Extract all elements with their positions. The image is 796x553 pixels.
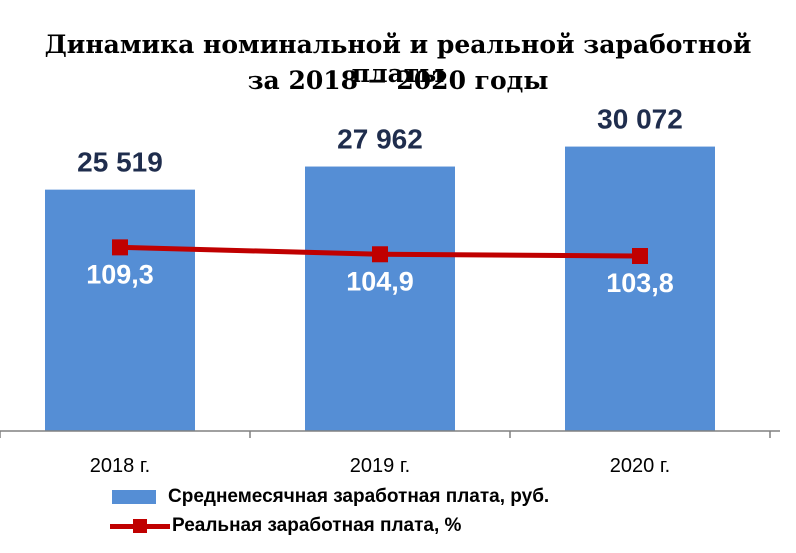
- legend-label-bars: Среднемесячная заработная плата, руб.: [168, 486, 550, 507]
- chart-title-line-1: Динамика номинальной и реальной заработн…: [44, 30, 752, 88]
- legend-label-line: Реальная заработная плата, %: [172, 515, 462, 536]
- bar-label-2: 27 962: [337, 124, 423, 155]
- bar-1: [45, 189, 195, 431]
- line-label-3: 103,8: [606, 268, 674, 298]
- x-tick-label-1: 2018 г.: [90, 455, 150, 477]
- bar-label-3: 30 072: [597, 104, 683, 135]
- x-tick-label-3: 2020 г.: [610, 455, 670, 477]
- line-point-1: [112, 239, 128, 256]
- line-point-3: [632, 248, 648, 264]
- bar-2: [305, 166, 455, 431]
- legend-item-line: Реальная заработная плата, %: [110, 513, 461, 539]
- x-tick-label-2: 2019 г.: [350, 455, 410, 477]
- line-point-2: [372, 246, 388, 263]
- bar-label-1: 25 519: [77, 147, 163, 178]
- legend-line-swatch: [110, 519, 170, 533]
- chart-title-line-2: за 2018 − 2020 годы: [247, 66, 549, 95]
- line-label-1: 109,3: [86, 259, 154, 289]
- line-label-2: 104,9: [346, 266, 414, 296]
- bar-3: [565, 146, 715, 431]
- legend-item-bars: Среднемесячная заработная плата, руб.: [112, 484, 549, 510]
- legend-bar-swatch: [112, 490, 156, 504]
